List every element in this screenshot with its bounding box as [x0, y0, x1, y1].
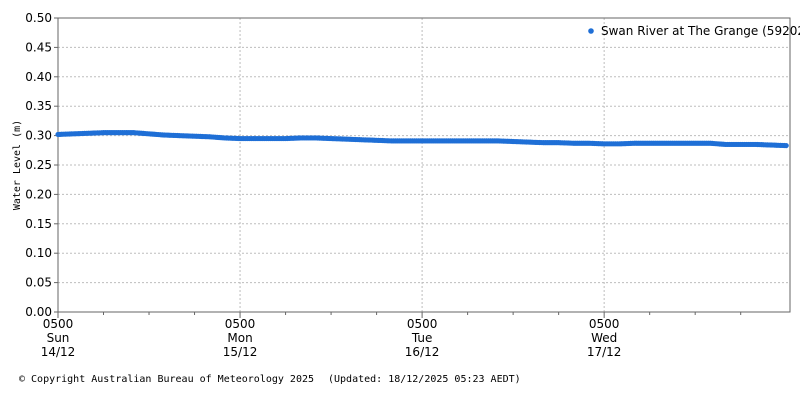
data-point — [783, 142, 789, 149]
grid-lines — [58, 18, 790, 312]
y-tick-label: 0.20 — [25, 187, 52, 201]
y-tick-label: 0.50 — [25, 11, 52, 25]
y-tick-label: 0.25 — [25, 158, 52, 172]
x-tick-day: Sun — [47, 331, 70, 345]
y-tick-label: 0.10 — [25, 246, 52, 260]
y-tick-label: 0.45 — [25, 40, 52, 54]
x-tick-date: 17/12 — [587, 345, 622, 359]
x-tick-day: Wed — [591, 331, 617, 345]
legend-marker — [588, 28, 594, 34]
x-tick-day: Tue — [411, 331, 433, 345]
y-tick-label: 0.00 — [25, 305, 52, 319]
y-tick-label: 0.40 — [25, 70, 52, 84]
updated-timestamp: (Updated: 18/12/2025 05:23 AEDT) — [328, 374, 521, 385]
x-tick-date: 14/12 — [41, 345, 76, 359]
x-tick-day: Mon — [227, 331, 252, 345]
y-tick-label: 0.35 — [25, 99, 52, 113]
copyright-text: © Copyright Australian Bureau of Meteoro… — [19, 374, 315, 385]
x-tick-date: 16/12 — [405, 345, 440, 359]
y-tick-label: 0.30 — [25, 129, 52, 143]
x-tick-time: 0500 — [225, 317, 256, 331]
x-tick-time: 0500 — [407, 317, 438, 331]
y-tick-label: 0.05 — [25, 276, 52, 290]
x-tick-date: 15/12 — [223, 345, 258, 359]
y-tick-label: 0.15 — [25, 217, 52, 231]
x-tick-time: 0500 — [589, 317, 620, 331]
series-points — [55, 130, 789, 149]
legend-label: Swan River at The Grange (592021) — [601, 24, 800, 38]
y-axis: 0.00 0.05 0.10 0.15 0.20 0.25 0.30 0.35 0.40 0.45… — [25, 11, 58, 319]
legend: Swan River at The Grange (592021) — [588, 24, 800, 38]
x-axis: 0500Sun14/120500Mon15/120500Tue16/120500… — [41, 312, 742, 359]
y-axis-label: Water Level (m) — [12, 120, 23, 210]
x-tick-time: 0500 — [43, 317, 74, 331]
